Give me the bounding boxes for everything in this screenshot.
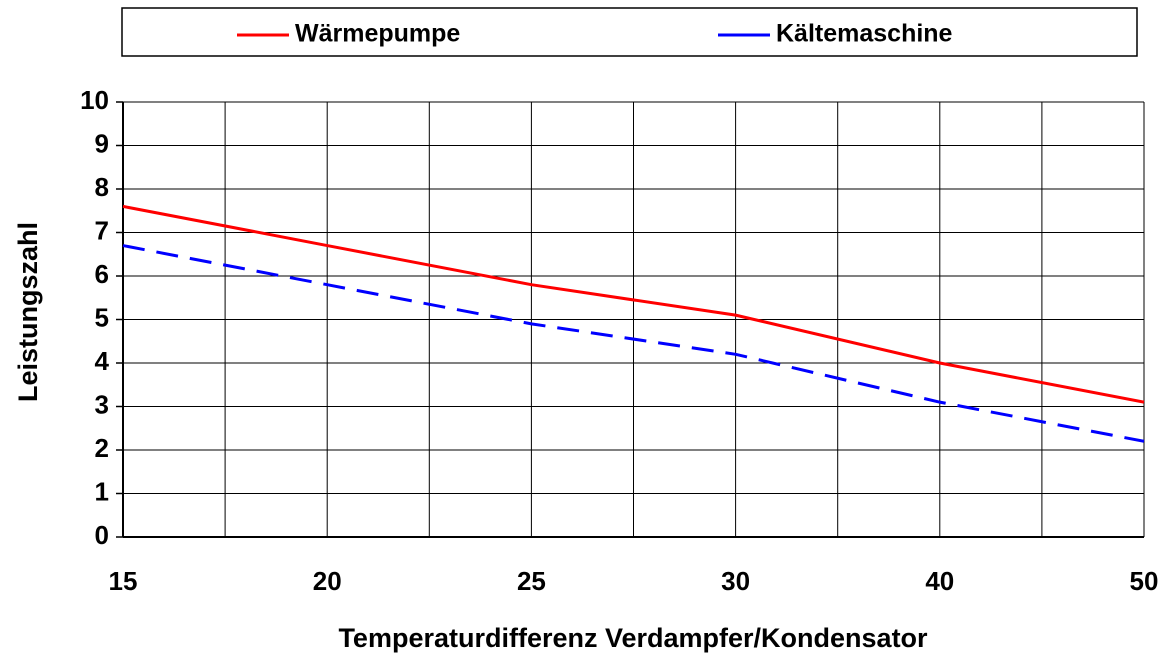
legend-label: Wärmepumpe	[295, 20, 460, 48]
x-tick-label: 25	[517, 566, 546, 596]
y-tick-label: 7	[95, 215, 109, 245]
y-tick-label: 4	[95, 346, 110, 376]
x-axis-label: Temperaturdifferenz Verdampfer/Kondensat…	[338, 623, 928, 653]
legend-box	[121, 7, 1138, 57]
y-tick-label: 9	[95, 128, 109, 158]
x-tick-label: 50	[1130, 566, 1159, 596]
x-tick-label: 30	[721, 566, 750, 596]
y-tick-label: 10	[80, 85, 109, 115]
y-tick-label: 1	[95, 476, 109, 506]
y-axis-label: Leistungszahl	[13, 222, 43, 402]
y-tick-label: 8	[95, 172, 109, 202]
y-tick-label: 2	[95, 433, 109, 463]
y-tick-label: 3	[95, 389, 109, 419]
x-tick-label: 20	[313, 566, 342, 596]
line-series	[122, 244, 1145, 443]
y-tick-label: 0	[95, 520, 109, 550]
line-series	[122, 204, 1145, 404]
y-tick-label: 6	[95, 259, 109, 289]
x-tick-label: 15	[109, 566, 138, 596]
legend-label: Kältemaschine	[776, 20, 953, 48]
y-tick-label: 5	[95, 302, 109, 332]
x-tick-label: 40	[925, 566, 954, 596]
